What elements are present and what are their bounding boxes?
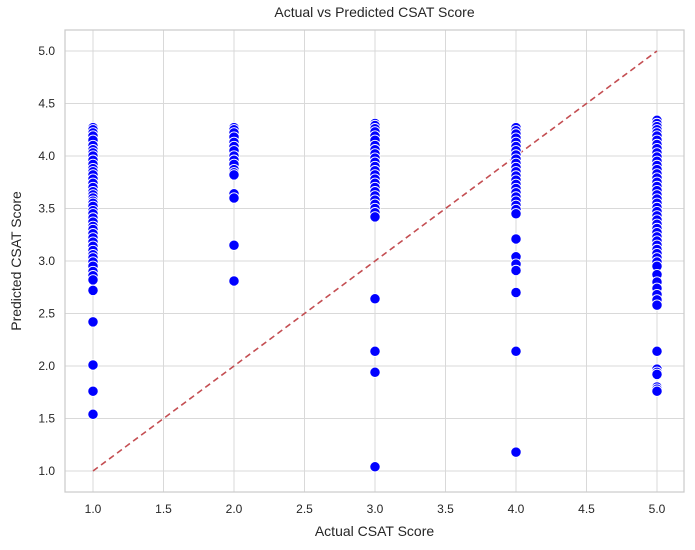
x-tick-label: 3.5 bbox=[437, 502, 454, 516]
data-point bbox=[228, 275, 240, 287]
x-tick-label: 2.0 bbox=[226, 502, 243, 516]
x-tick-label: 5.0 bbox=[649, 502, 666, 516]
data-point bbox=[510, 264, 522, 277]
data-point bbox=[369, 345, 381, 357]
data-point bbox=[228, 239, 240, 251]
reference-diagonal-line bbox=[92, 50, 658, 472]
x-tick-label: 1.5 bbox=[155, 502, 172, 516]
data-point bbox=[228, 192, 240, 204]
data-point bbox=[87, 408, 99, 420]
data-point bbox=[510, 446, 522, 458]
x-tick-label: 4.5 bbox=[578, 502, 595, 516]
x-tick-label: 4.0 bbox=[508, 502, 525, 516]
y-tick-label: 2.5 bbox=[38, 307, 55, 321]
data-point bbox=[651, 368, 663, 381]
y-tick-label: 5.0 bbox=[38, 44, 55, 58]
y-tick-label: 3.5 bbox=[38, 202, 55, 216]
x-tick-label: 3.0 bbox=[367, 502, 384, 516]
data-point bbox=[87, 274, 99, 286]
data-point bbox=[651, 345, 663, 357]
y-tick-label: 4.0 bbox=[38, 149, 55, 163]
y-tick-label: 4.5 bbox=[38, 97, 55, 111]
y-axis-ticks: 1.0 1.5 2.0 2.5 3.0 3.5 4.0 4.5 5.0 bbox=[38, 44, 55, 478]
plot-frame bbox=[64, 29, 685, 493]
x-axis-ticks: 1.0 1.5 2.0 2.5 3.0 3.5 4.0 4.5 5.0 bbox=[85, 502, 666, 516]
data-point bbox=[228, 169, 240, 181]
data-point bbox=[87, 359, 99, 371]
scatter-points bbox=[87, 114, 663, 473]
x-tick-label: 1.0 bbox=[85, 502, 102, 516]
data-point bbox=[510, 208, 522, 220]
x-tick-label: 2.5 bbox=[296, 502, 313, 516]
x-axis-label: Actual CSAT Score bbox=[315, 523, 435, 539]
y-tick-label: 3.0 bbox=[38, 254, 55, 268]
data-point bbox=[369, 366, 381, 378]
y-tick-label: 2.0 bbox=[38, 359, 55, 373]
data-point bbox=[369, 461, 381, 473]
data-point bbox=[651, 385, 663, 397]
y-axis-label: Predicted CSAT Score bbox=[8, 191, 24, 331]
data-point bbox=[369, 293, 381, 305]
chart-title: Actual vs Predicted CSAT Score bbox=[274, 4, 474, 20]
data-point bbox=[651, 299, 663, 311]
data-point bbox=[510, 233, 522, 245]
data-point bbox=[87, 316, 99, 328]
data-point bbox=[87, 385, 99, 397]
y-tick-label: 1.0 bbox=[38, 464, 55, 478]
data-point bbox=[369, 211, 381, 223]
data-point bbox=[510, 286, 522, 299]
y-tick-label: 1.5 bbox=[38, 412, 55, 426]
data-point bbox=[510, 345, 522, 357]
data-point bbox=[87, 284, 99, 297]
